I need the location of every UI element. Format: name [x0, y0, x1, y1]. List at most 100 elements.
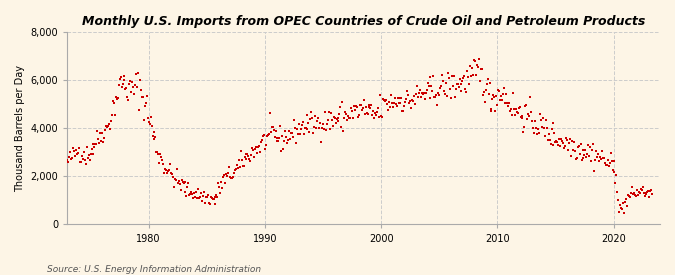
Point [165, 171, 176, 175]
Point [483, 92, 494, 96]
Point [602, 158, 613, 163]
Point [210, 195, 221, 199]
Point [582, 152, 593, 156]
Point [628, 191, 639, 196]
Point [533, 127, 543, 131]
Point [537, 125, 547, 130]
Point [446, 74, 457, 78]
Point [514, 105, 525, 109]
Point [574, 152, 585, 156]
Point [230, 167, 241, 171]
Point [473, 57, 484, 61]
Point [508, 106, 519, 111]
Point [379, 98, 390, 103]
Point [192, 187, 203, 191]
Point [366, 103, 377, 107]
Point [192, 196, 202, 200]
Point [145, 115, 156, 120]
Point [234, 164, 245, 169]
Point [431, 93, 441, 97]
Point [287, 131, 298, 136]
Point [310, 125, 321, 130]
Point [113, 83, 124, 87]
Point [225, 175, 236, 179]
Point [450, 87, 461, 91]
Point [238, 164, 249, 168]
Point [315, 121, 325, 125]
Point [430, 95, 441, 99]
Point [71, 148, 82, 152]
Point [310, 114, 321, 118]
Point [80, 158, 90, 162]
Point [410, 102, 421, 106]
Point [510, 112, 520, 117]
Point [504, 109, 515, 113]
Point [421, 87, 432, 92]
Point [570, 157, 581, 161]
Point [225, 176, 236, 181]
Point [504, 100, 514, 105]
Point [140, 104, 151, 108]
Point [435, 86, 446, 90]
Point [581, 155, 592, 159]
Point [307, 116, 318, 120]
Point [216, 180, 227, 185]
Point [134, 108, 144, 112]
Point [136, 95, 147, 99]
Point [408, 99, 418, 104]
Point [622, 203, 632, 208]
Point [422, 80, 433, 85]
Point [254, 150, 265, 155]
Point [377, 97, 388, 101]
Point [268, 128, 279, 132]
Point [317, 126, 327, 131]
Point [80, 162, 91, 166]
Point [463, 75, 474, 79]
Point [203, 201, 214, 205]
Point [286, 131, 296, 135]
Point [283, 138, 294, 142]
Point [308, 131, 319, 135]
Point [165, 161, 176, 166]
Point [375, 93, 385, 97]
Point [406, 106, 416, 110]
Point [479, 90, 489, 95]
Point [472, 63, 483, 67]
Point [132, 85, 142, 89]
Point [444, 87, 455, 92]
Point [154, 161, 165, 165]
Point [274, 136, 285, 140]
Point [640, 194, 651, 198]
Point [182, 185, 193, 189]
Point [551, 139, 562, 143]
Point [227, 175, 238, 179]
Point [298, 131, 309, 136]
Point [475, 67, 486, 72]
Point [149, 137, 160, 141]
Point [221, 174, 232, 178]
Point [520, 104, 531, 109]
Point [408, 94, 419, 99]
Point [247, 146, 258, 150]
Point [109, 101, 119, 106]
Point [453, 85, 464, 89]
Point [562, 148, 573, 152]
Point [606, 159, 617, 164]
Point [99, 136, 109, 141]
Point [333, 116, 344, 120]
Point [267, 125, 278, 130]
Point [142, 116, 153, 120]
Point [321, 122, 332, 126]
Point [344, 116, 354, 120]
Point [103, 124, 113, 128]
Point [403, 93, 414, 98]
Point [568, 140, 579, 144]
Point [325, 111, 336, 116]
Point [186, 189, 196, 194]
Point [91, 142, 102, 147]
Point [63, 160, 74, 164]
Point [265, 111, 275, 115]
Point [279, 139, 290, 144]
Point [632, 193, 643, 198]
Point [242, 152, 253, 156]
